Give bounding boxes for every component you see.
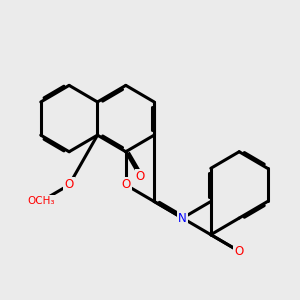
Text: OCH₃: OCH₃ xyxy=(27,196,55,206)
Text: O: O xyxy=(136,170,145,183)
Text: O: O xyxy=(64,178,74,191)
Text: O: O xyxy=(121,178,130,191)
Text: O: O xyxy=(235,245,244,258)
Text: N: N xyxy=(178,212,187,225)
